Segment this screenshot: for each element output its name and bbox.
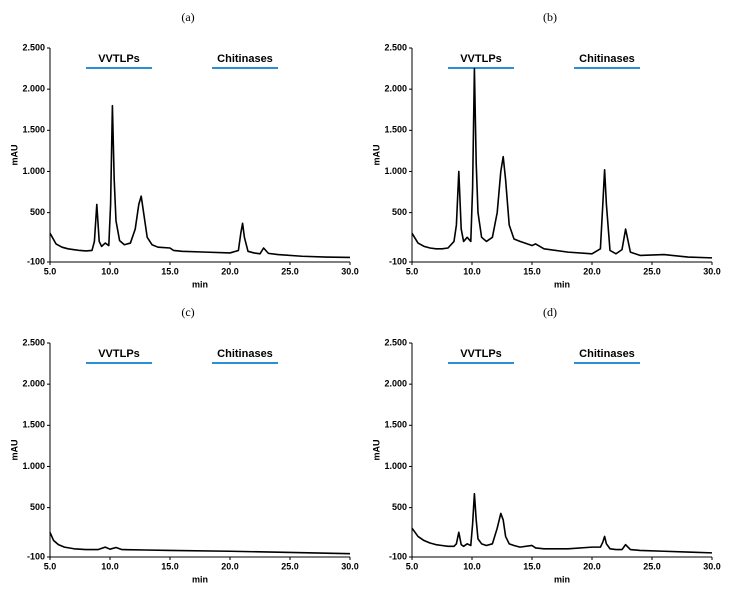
panel-title: (a) [181,10,194,24]
x-tick-label: 30.0 [703,266,721,276]
y-tick-label: 1.000 [22,461,45,471]
panel-title: (b) [543,10,557,24]
annotation-label: Chitinases [579,53,635,65]
annotation-label: VVTLPs [460,348,502,360]
chart-panel: (c) -100 500 1.000 1.500 2.000 2.500 5.0 10.0 15.… [9,305,358,585]
chromatogram-line [411,67,713,259]
x-axis-title: min [192,279,208,289]
y-tick-label: 2.000 [384,84,407,94]
y-tick-label: 1.000 [384,166,407,176]
annotation-label: VVTLPs [460,53,502,65]
y-tick-label: 1.000 [22,166,45,176]
x-tick-label: 30.0 [341,561,359,571]
y-tick-label: 500 [30,502,45,512]
x-tick-label: 5.0 [406,561,419,571]
y-axis-title: mAU [371,144,381,165]
x-tick-label: 25.0 [643,266,661,276]
y-tick-label: 1.500 [384,420,407,430]
annotation-label: Chitinases [579,348,635,360]
y-tick-label: 2.500 [22,337,45,347]
x-tick-label: 25.0 [281,266,299,276]
x-tick-label: 5.0 [44,266,57,276]
y-tick-label: -100 [27,256,45,266]
y-tick-label: 2.500 [384,42,407,52]
y-axis-title: mAU [371,439,381,460]
chromatogram-line [411,492,713,554]
y-tick-label: 500 [30,207,45,217]
annotation-label: Chitinases [217,53,273,65]
y-tick-label: 2.500 [384,337,407,347]
x-tick-label: 20.0 [583,266,601,276]
chart-panel: (b) -100 500 1.000 1.500 2.000 2.500 5.0 10.0 15.… [371,10,720,290]
y-tick-label: 1.500 [22,125,45,135]
x-tick-label: 10.0 [101,561,119,571]
y-tick-label: -100 [389,256,407,266]
x-tick-label: 20.0 [583,561,601,571]
chromatogram-line [49,531,351,555]
x-tick-label: 10.0 [101,266,119,276]
y-tick-label: 500 [392,502,407,512]
x-tick-label: 10.0 [463,561,481,571]
panel-title: (c) [181,305,194,319]
x-axis-title: min [192,574,208,584]
y-tick-label: 1.500 [22,420,45,430]
y-tick-label: 2.500 [22,42,45,52]
chart-panel: (a) -100 500 1.000 1.500 2.000 2.500 5.0 10.0 15.… [9,10,358,290]
x-axis-title: min [554,574,570,584]
annotation-label: VVTLPs [98,53,140,65]
y-tick-label: 500 [392,207,407,217]
x-tick-label: 20.0 [221,561,239,571]
x-tick-label: 15.0 [523,266,541,276]
x-tick-label: 20.0 [221,266,239,276]
y-tick-label: -100 [27,551,45,561]
x-tick-label: 30.0 [703,561,721,571]
annotation-label: Chitinases [217,348,273,360]
x-tick-label: 15.0 [161,561,179,571]
y-tick-label: 1.500 [384,125,407,135]
panel-title: (d) [543,305,557,319]
y-tick-label: 2.000 [384,379,407,389]
annotation-label: VVTLPs [98,348,140,360]
y-tick-label: 1.000 [384,461,407,471]
y-axis-title: mAU [9,144,19,165]
x-tick-label: 25.0 [643,561,661,571]
x-tick-label: 5.0 [44,561,57,571]
chart-panel: (d) -100 500 1.000 1.500 2.000 2.500 5.0 10.0 15.… [371,305,720,585]
x-tick-label: 15.0 [523,561,541,571]
y-tick-label: 2.000 [22,84,45,94]
y-axis-title: mAU [9,439,19,460]
y-tick-label: -100 [389,551,407,561]
x-tick-label: 30.0 [341,266,359,276]
chromatogram-line [49,104,351,259]
x-tick-label: 5.0 [406,266,419,276]
x-tick-label: 15.0 [161,266,179,276]
y-tick-label: 2.000 [22,379,45,389]
x-axis-title: min [554,279,570,289]
x-tick-label: 10.0 [463,266,481,276]
x-tick-label: 25.0 [281,561,299,571]
